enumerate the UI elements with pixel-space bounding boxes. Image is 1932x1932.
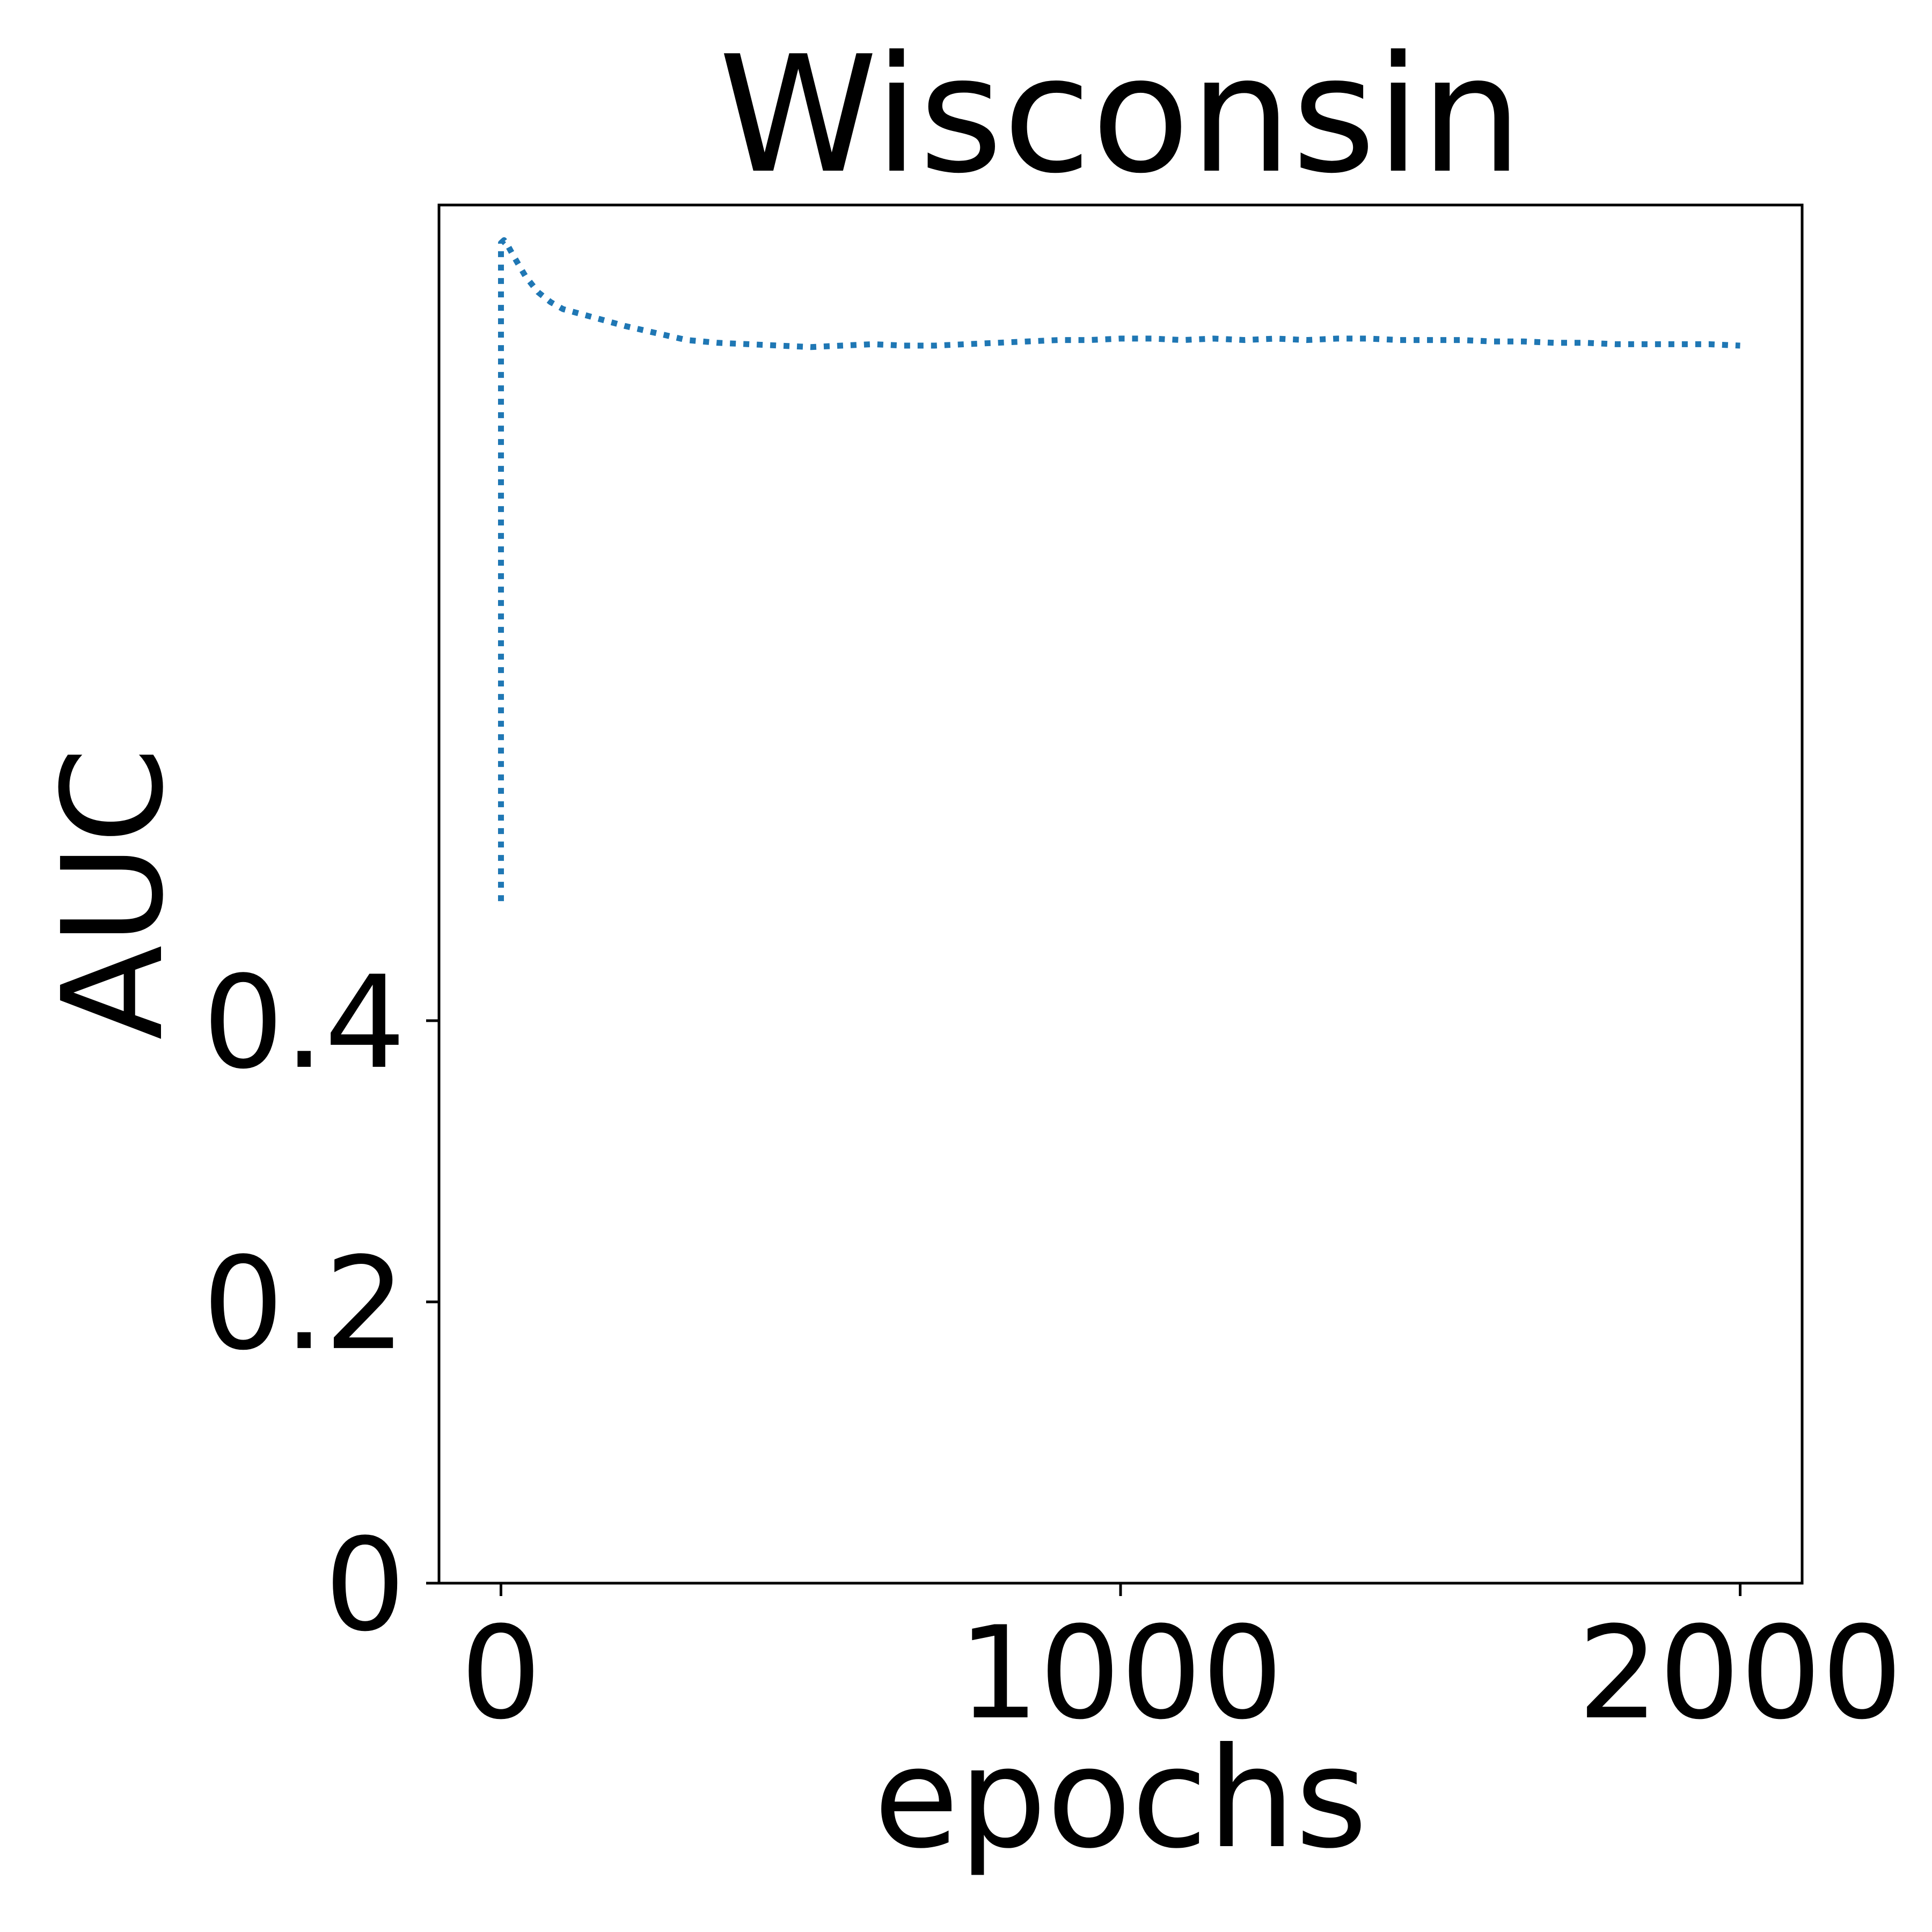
plot-frame (437, 203, 1804, 1585)
y-axis-label: AUC (33, 747, 194, 1040)
series-layer (498, 237, 1740, 902)
series-line-0 (498, 237, 1740, 902)
x-axis-label: epochs (874, 1718, 1367, 1879)
x-tick-label-2: 2000 (1578, 1599, 1903, 1748)
y-tick-label-0: 0 (325, 1511, 406, 1660)
x-tick-label-0: 0 (460, 1599, 541, 1748)
y-tick-label-2: 0.4 (203, 949, 406, 1097)
y-axis: 0 0.2 0.4 (203, 949, 439, 1660)
chart-title: Wisconsin (719, 21, 1523, 209)
x-axis: 0 1000 2000 (460, 1583, 1903, 1748)
y-tick-label-1: 0.2 (203, 1230, 406, 1379)
x-tick-label-1: 1000 (958, 1599, 1283, 1748)
